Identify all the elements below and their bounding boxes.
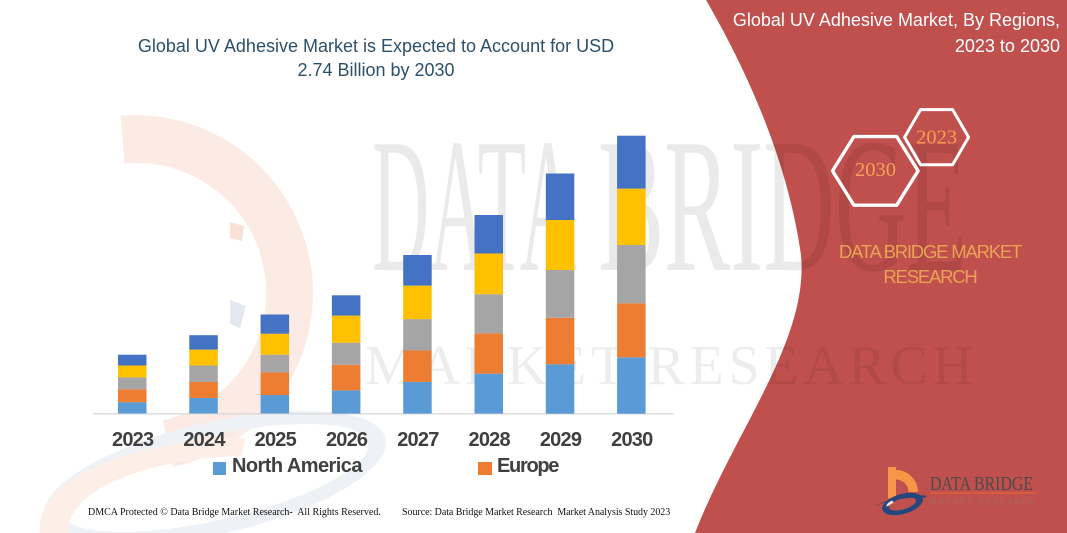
svg-text:DATA BRIDGE: DATA BRIDGE [930,474,1033,495]
svg-text:MARKET RESEARCH: MARKET RESEARCH [930,498,1035,507]
svg-text:2030: 2030 [855,159,896,181]
svg-text:MARKET RESEARCH: MARKET RESEARCH [365,335,973,397]
svg-text:2023: 2023 [916,127,957,149]
